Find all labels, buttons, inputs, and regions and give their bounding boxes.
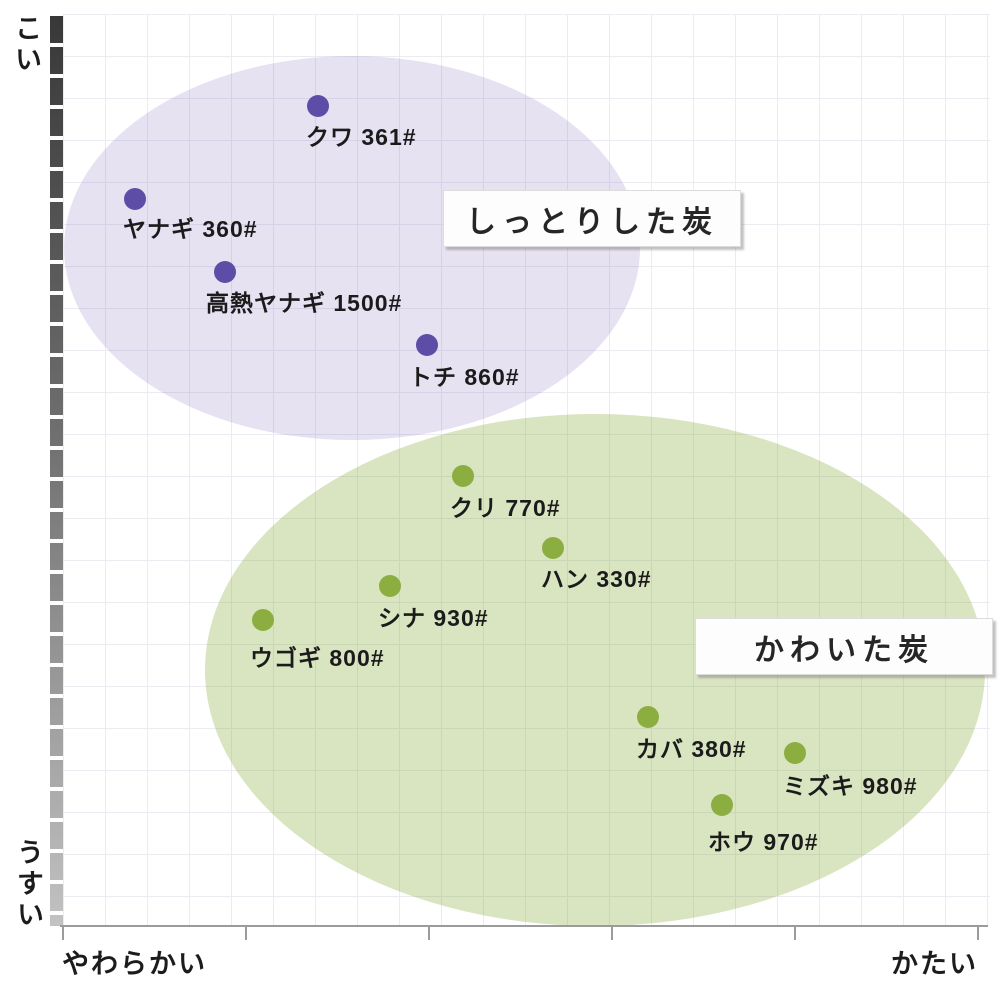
data-point-label: 高熱ヤナギ 1500# [206,290,403,316]
data-point-moist [416,334,438,356]
x-axis-left-label: やわらかい [62,949,207,979]
data-point-label: ハン 330# [541,566,652,592]
x-axis-ticks [62,927,980,940]
data-point-label: ヤナギ 360# [123,216,258,242]
data-point-dry [542,537,564,559]
x-axis-right-label: かたい [891,949,978,979]
x-axis-line [60,925,988,927]
data-point-label: クリ 770# [450,495,561,521]
data-point-dry [452,465,474,487]
data-point-label: シナ 930# [378,605,489,631]
y-axis-bar [50,16,63,926]
data-point-label: ホウ 970# [708,829,819,855]
data-point-dry [379,575,401,597]
data-point-dry [252,609,274,631]
data-point-label: ミズキ 980# [783,773,918,799]
data-point-label: カバ 380# [636,736,747,762]
y-axis-bottom-label: うすい [13,838,43,931]
plot-grid [63,14,990,926]
cluster-ellipse-moist [64,56,640,440]
y-axis-top-label: こい [11,14,41,76]
data-point-dry [711,794,733,816]
data-point-moist [307,95,329,117]
cluster-label-moist: しっとりした炭 [443,190,741,247]
data-point-moist [124,188,146,210]
cluster-label-dry: かわいた炭 [695,618,993,675]
data-point-label: クワ 361# [306,124,417,150]
data-point-label: ウゴギ 800# [250,645,385,671]
data-point-dry [637,706,659,728]
data-point-label: トチ 860# [409,364,520,390]
data-point-moist [214,261,236,283]
data-point-dry [784,742,806,764]
